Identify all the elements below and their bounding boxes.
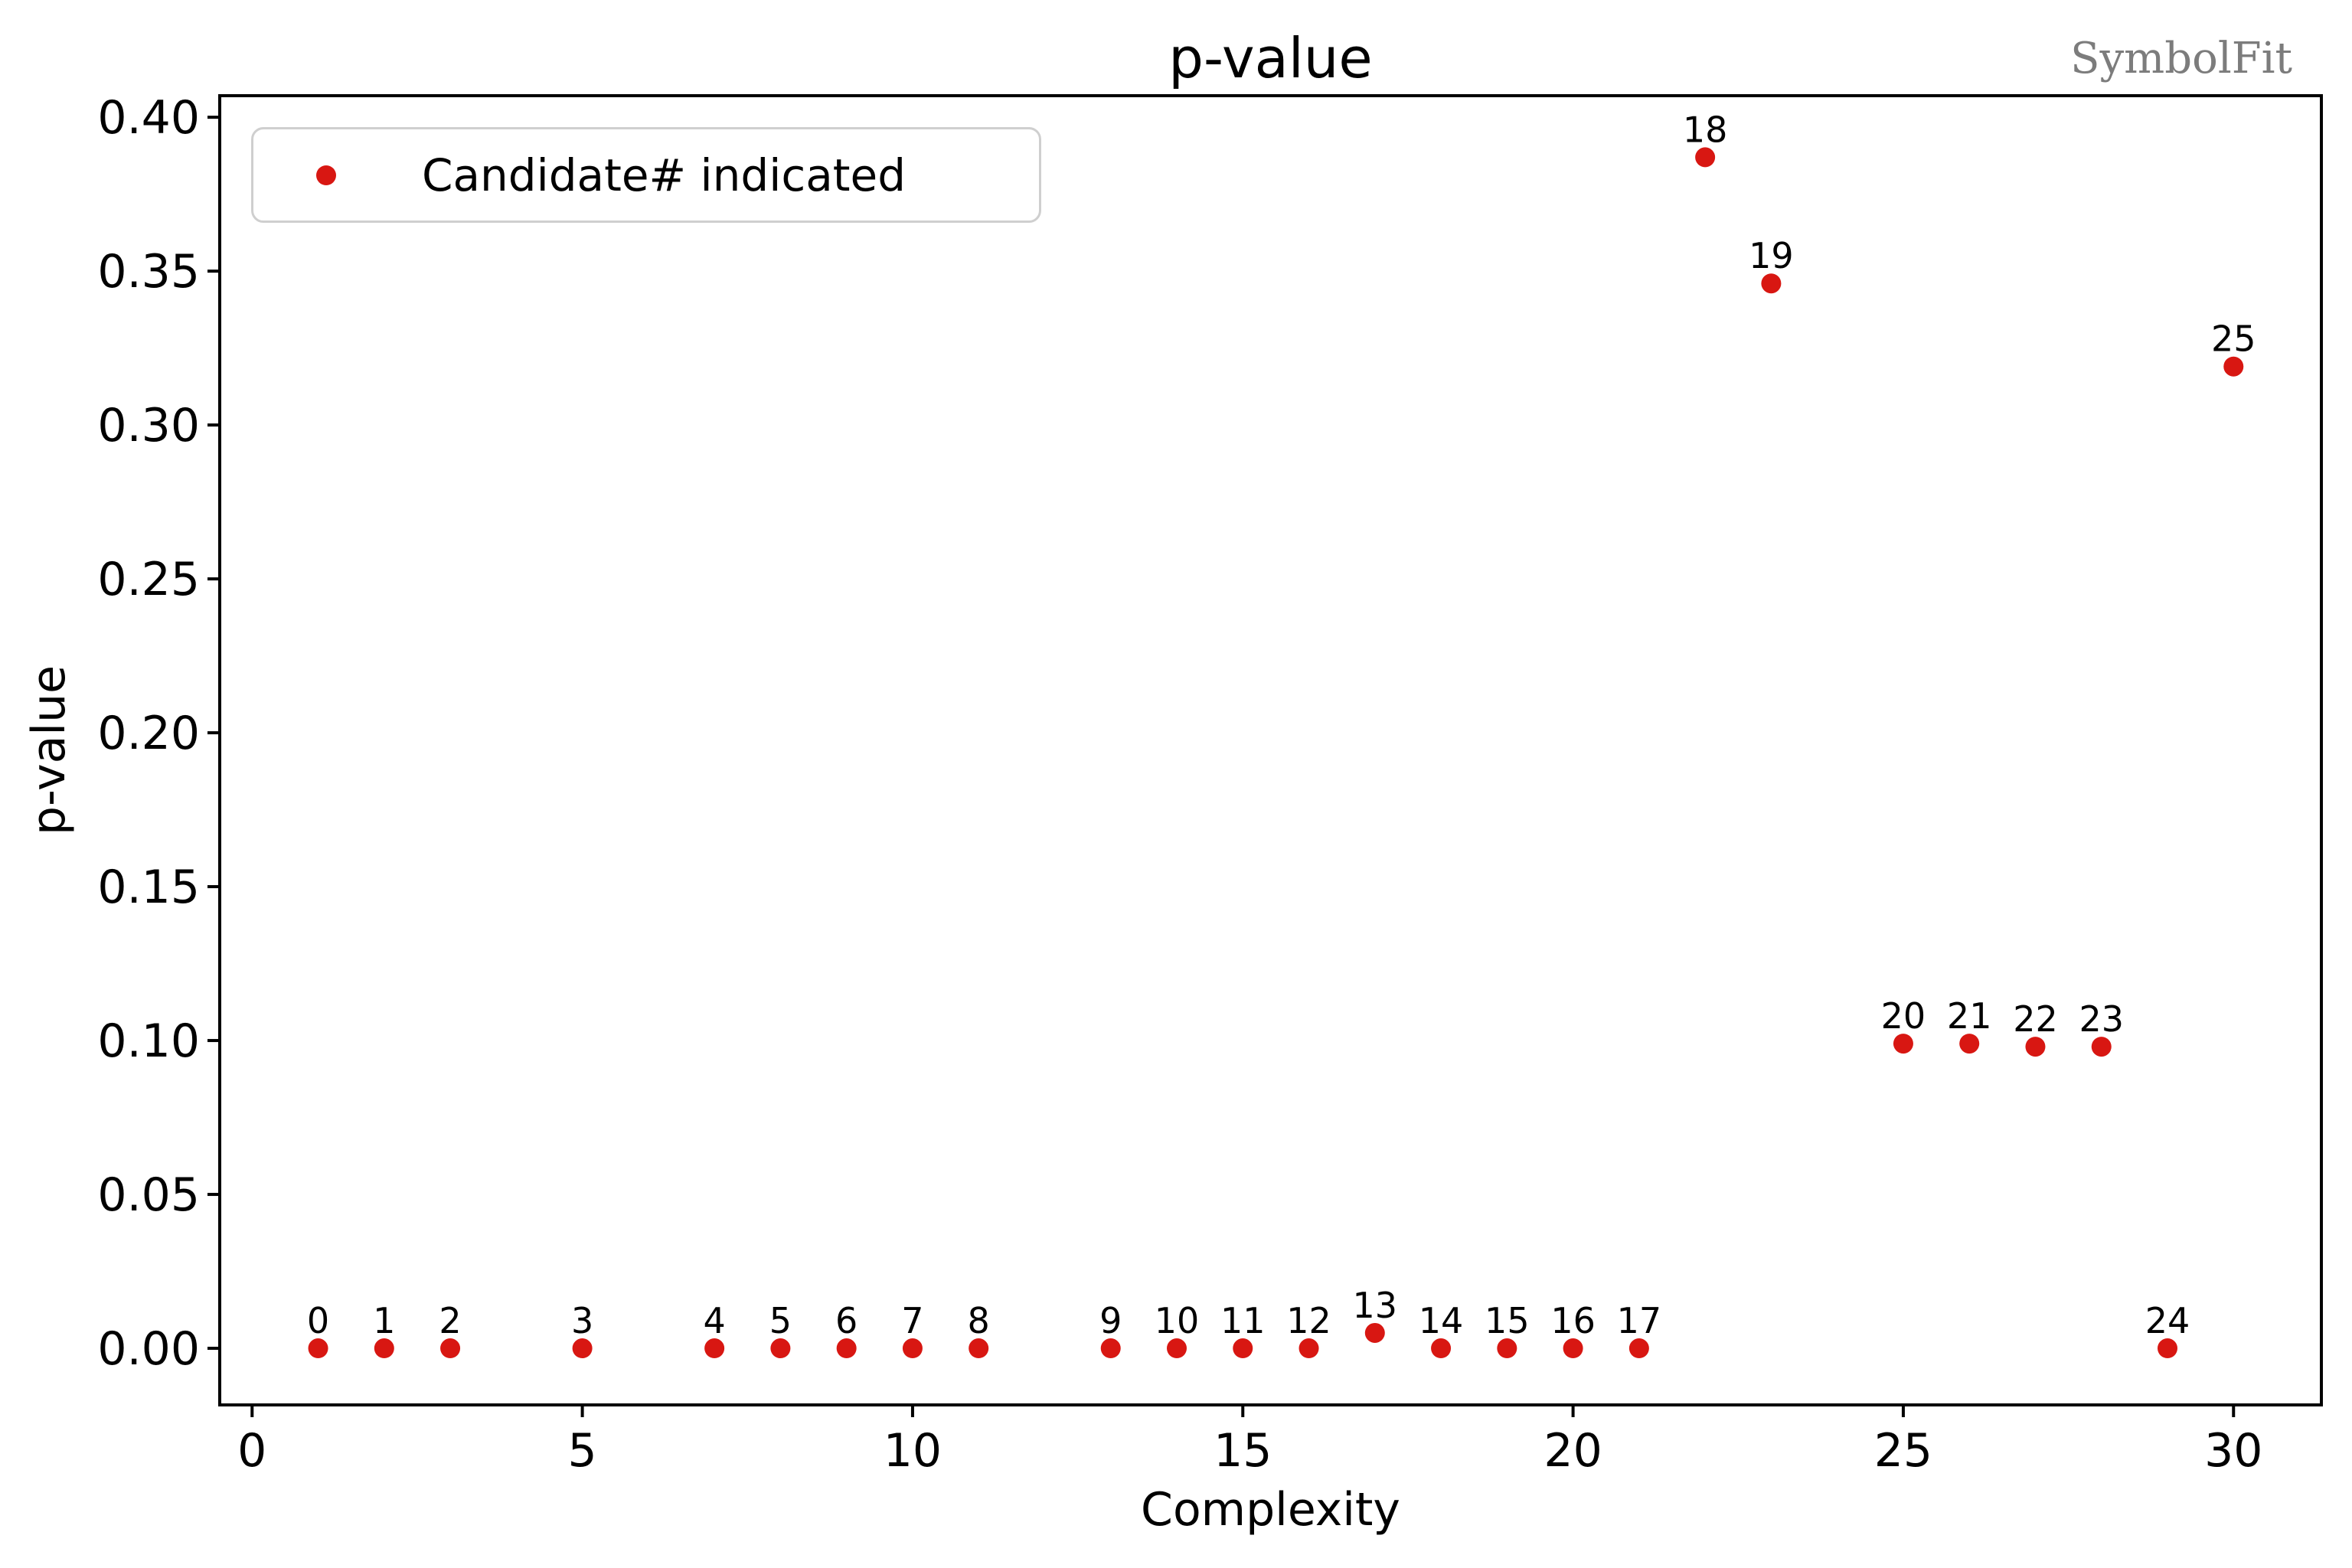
candidate-number-label: 7	[901, 1300, 923, 1341]
y-tick-label: 0.20	[97, 707, 200, 760]
candidate-number-label: 19	[1749, 235, 1794, 276]
data-point	[2025, 1037, 2046, 1057]
y-tick-label: 0.35	[97, 245, 200, 299]
candidate-number-label: 14	[1419, 1300, 1464, 1341]
data-point	[1959, 1034, 1980, 1054]
data-point	[2157, 1338, 2177, 1359]
data-point	[1497, 1338, 1517, 1359]
candidate-number-label: 6	[835, 1300, 858, 1341]
data-point	[1761, 273, 1782, 294]
x-tick-label: 10	[884, 1424, 942, 1478]
x-tick-label: 0	[237, 1424, 266, 1478]
data-point	[440, 1338, 461, 1359]
data-point	[1893, 1034, 1913, 1054]
candidate-number-label: 5	[769, 1300, 792, 1341]
x-tick-label: 25	[1874, 1424, 1932, 1478]
data-point	[2091, 1037, 2112, 1057]
candidate-number-label: 11	[1220, 1300, 1266, 1341]
data-point	[836, 1338, 857, 1359]
candidate-number-label: 8	[968, 1300, 990, 1341]
data-point	[770, 1338, 791, 1359]
candidate-number-label: 4	[703, 1300, 725, 1341]
candidate-number-label: 23	[2079, 998, 2124, 1040]
candidate-number-label: 16	[1550, 1300, 1596, 1341]
candidate-number-label: 0	[307, 1300, 329, 1341]
x-tick-label: 5	[568, 1424, 597, 1478]
candidate-number-label: 10	[1155, 1300, 1200, 1341]
data-point	[308, 1338, 328, 1359]
y-tick-label: 0.25	[97, 553, 200, 606]
red-dot-icon	[316, 165, 336, 185]
candidate-number-label: 25	[2211, 318, 2256, 360]
y-tick-label: 0.40	[97, 91, 200, 145]
x-axis-label: Complexity	[1141, 1483, 1400, 1537]
data-point	[374, 1338, 394, 1359]
candidate-number-label: 13	[1353, 1285, 1398, 1326]
candidate-number-label: 20	[1881, 995, 1926, 1037]
data-point	[1233, 1338, 1253, 1359]
candidate-number-label: 2	[439, 1300, 461, 1341]
x-tick-label: 15	[1214, 1424, 1272, 1478]
data-point	[1364, 1322, 1385, 1343]
y-tick-label: 0.05	[97, 1168, 200, 1222]
candidate-number-label: 1	[373, 1300, 395, 1341]
candidate-number-label: 17	[1617, 1300, 1662, 1341]
chart-title: p-value	[1168, 26, 1373, 90]
candidate-number-label: 3	[571, 1300, 593, 1341]
y-axis-label: p-value	[22, 665, 76, 835]
data-point	[902, 1338, 923, 1359]
data-point	[1167, 1338, 1187, 1359]
candidate-number-label: 12	[1286, 1300, 1331, 1341]
candidate-number-label: 24	[2145, 1300, 2190, 1341]
y-tick-label: 0.15	[97, 861, 200, 914]
y-tick-label: 0.10	[97, 1014, 200, 1068]
x-tick-label: 30	[2204, 1424, 2262, 1478]
data-point	[1695, 147, 1716, 168]
data-point	[969, 1338, 989, 1359]
data-point	[1628, 1338, 1649, 1359]
data-point	[1431, 1338, 1452, 1359]
data-point	[572, 1338, 593, 1359]
data-point	[1298, 1338, 1319, 1359]
data-point	[1563, 1338, 1583, 1359]
y-tick-label: 0.30	[97, 399, 200, 452]
candidate-number-label: 18	[1683, 109, 1728, 150]
data-point	[1100, 1338, 1121, 1359]
x-tick-label: 20	[1544, 1424, 1602, 1478]
candidate-number-label: 9	[1099, 1300, 1122, 1341]
data-point	[2223, 356, 2244, 377]
axes-frame	[218, 94, 2323, 1406]
candidate-number-label: 22	[2013, 998, 2058, 1040]
legend-label: Candidate# indicated	[422, 149, 906, 201]
y-tick-label: 0.00	[97, 1322, 200, 1376]
watermark: SymbolFit	[2070, 34, 2292, 83]
data-point	[704, 1338, 725, 1359]
candidate-number-label: 15	[1485, 1300, 1530, 1341]
candidate-number-label: 21	[1947, 995, 1992, 1037]
legend: Candidate# indicated	[251, 127, 1041, 223]
